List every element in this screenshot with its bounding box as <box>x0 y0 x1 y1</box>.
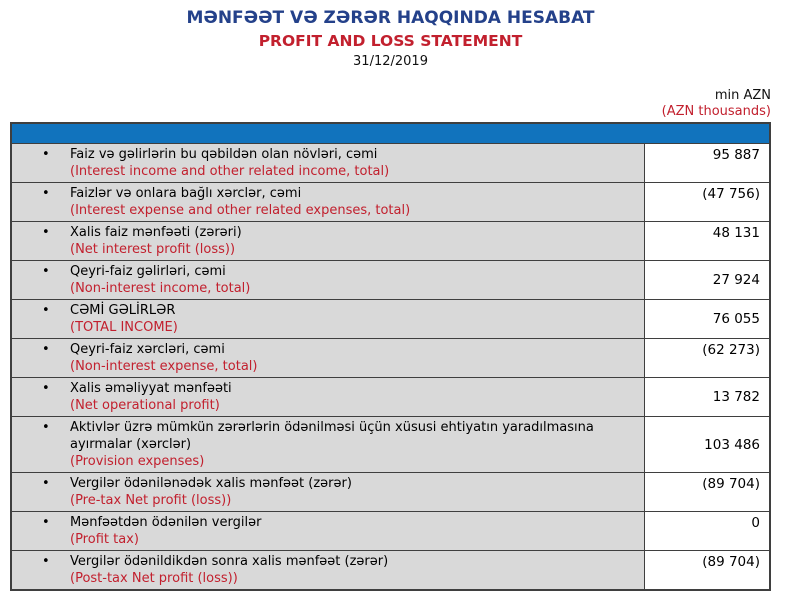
row-value: (62 273) <box>643 338 771 378</box>
row-value: (47 756) <box>643 182 771 222</box>
row-label-en: (Post-tax Net profit (loss)) <box>70 571 238 586</box>
bullet-icon: • <box>42 476 50 491</box>
row-label-cell: • Xalis faiz mənfəəti (zərəri) (Net inte… <box>10 221 645 261</box>
row-label-cell: • Qeyri-faiz gəlirləri, cəmi (Non-intere… <box>10 260 645 300</box>
row-label-cell: • Vergilər ödənildikdən sonra xalis mənf… <box>10 550 645 591</box>
row-label-az: Vergilər ödənildikdən sonra xalis mənfəə… <box>70 554 389 569</box>
table-row: • Faizlər və onlara bağlı xərclər, cəmi … <box>10 182 771 222</box>
bullet-icon: • <box>42 342 50 357</box>
row-label-en: (Non-interest expense, total) <box>70 359 258 374</box>
bullet-icon: • <box>42 303 50 318</box>
row-label-en: (Provision expenses) <box>70 454 205 469</box>
row-value: 0 <box>643 511 771 551</box>
row-label-en: (Net operational profit) <box>70 398 220 413</box>
table-row: • Vergilər ödənilənədək xalis mənfəət (z… <box>10 472 771 512</box>
row-label-en: (Profit tax) <box>70 532 139 547</box>
table-row: • Aktivlər üzrə mümkün zərərlərin ödənil… <box>10 416 771 473</box>
document-title-az: MƏNFƏƏT VƏ ZƏRƏR HAQQINDA HESABAT <box>186 8 595 28</box>
table-row: • CƏMİ GƏLİRLƏR (TOTAL INCOME) 76 055 <box>10 299 771 339</box>
row-label-az: Xalis faiz mənfəəti (zərəri) <box>70 225 242 240</box>
table-row: • Qeyri-faiz gəlirləri, cəmi (Non-intere… <box>10 260 771 300</box>
row-label-en: (TOTAL INCOME) <box>70 320 178 335</box>
row-label-en: (Interest income and other related incom… <box>70 164 390 179</box>
row-label-az: Aktivlər üzrə mümkün zərərlərin ödənilmə… <box>70 420 594 452</box>
row-value: 103 486 <box>643 416 771 473</box>
row-label-az: CƏMİ GƏLİRLƏR <box>70 303 176 318</box>
unit-note-az: min AZN <box>714 88 771 103</box>
row-label-az: Xalis əməliyyat mənfəəti <box>70 381 232 396</box>
unit-note-en: (AZN thousands) <box>661 104 771 119</box>
row-value: 76 055 <box>643 299 771 339</box>
row-value: 13 782 <box>643 377 771 417</box>
row-label-cell: • Xalis əməliyyat mənfəəti (Net operatio… <box>10 377 645 417</box>
table-row: • Xalis faiz mənfəəti (zərəri) (Net inte… <box>10 221 771 261</box>
row-label-en: (Non-interest income, total) <box>70 281 251 296</box>
row-value: 48 131 <box>643 221 771 261</box>
row-label-cell: • Vergilər ödənilənədək xalis mənfəət (z… <box>10 472 645 512</box>
row-label-az: Qeyri-faiz xərcləri, cəmi <box>70 342 225 357</box>
row-label-cell: • Faizlər və onlara bağlı xərclər, cəmi … <box>10 182 645 222</box>
pnl-document: MƏNFƏƏT VƏ ZƏRƏR HAQQINDA HESABAT PROFIT… <box>10 0 771 591</box>
row-value: 27 924 <box>643 260 771 300</box>
row-label-az: Qeyri-faiz gəlirləri, cəmi <box>70 264 226 279</box>
row-value: (89 704) <box>643 472 771 512</box>
row-label-az: Mənfəətdən ödənilən vergilər <box>70 515 262 530</box>
unit-note: min AZN (AZN thousands) <box>10 88 771 120</box>
bullet-icon: • <box>42 515 50 530</box>
row-value: (89 704) <box>643 550 771 591</box>
table-row: • Faiz və gəlirlərin bu qəbildən olan nö… <box>10 143 771 183</box>
bullet-icon: • <box>42 264 50 279</box>
row-label-cell: • Mənfəətdən ödənilən vergilər (Profit t… <box>10 511 645 551</box>
statement-date: 31/12/2019 <box>353 54 428 69</box>
row-value: 95 887 <box>643 143 771 183</box>
bullet-icon: • <box>42 420 50 435</box>
table-row: • Mənfəətdən ödənilən vergilər (Profit t… <box>10 511 771 551</box>
table-header-bar-cell <box>10 122 771 144</box>
row-label-cell: • CƏMİ GƏLİRLƏR (TOTAL INCOME) <box>10 299 645 339</box>
row-label-cell: • Aktivlər üzrə mümkün zərərlərin ödənil… <box>10 416 645 473</box>
table-row: • Qeyri-faiz xərcləri, cəmi (Non-interes… <box>10 338 771 378</box>
row-label-en: (Interest expense and other related expe… <box>70 203 411 218</box>
row-label-cell: • Faiz və gəlirlərin bu qəbildən olan nö… <box>10 143 645 183</box>
row-label-cell: • Qeyri-faiz xərcləri, cəmi (Non-interes… <box>10 338 645 378</box>
bullet-icon: • <box>42 225 50 240</box>
row-label-az: Faiz və gəlirlərin bu qəbildən olan növl… <box>70 147 378 162</box>
bullet-icon: • <box>42 186 50 201</box>
row-label-az: Vergilər ödənilənədək xalis mənfəət (zər… <box>70 476 352 491</box>
table-row: • Vergilər ödənildikdən sonra xalis mənf… <box>10 550 771 591</box>
row-label-az: Faizlər və onlara bağlı xərclər, cəmi <box>70 186 302 201</box>
bullet-icon: • <box>42 147 50 162</box>
bullet-icon: • <box>42 554 50 569</box>
pnl-table: • Faiz və gəlirlərin bu qəbildən olan nö… <box>10 122 771 591</box>
row-label-en: (Net interest profit (loss)) <box>70 242 236 257</box>
row-label-en: (Pre-tax Net profit (loss)) <box>70 493 232 508</box>
table-header-bar <box>10 122 771 144</box>
bullet-icon: • <box>42 381 50 396</box>
table-row: • Xalis əməliyyat mənfəəti (Net operatio… <box>10 377 771 417</box>
document-title-en: PROFIT AND LOSS STATEMENT <box>258 32 523 50</box>
